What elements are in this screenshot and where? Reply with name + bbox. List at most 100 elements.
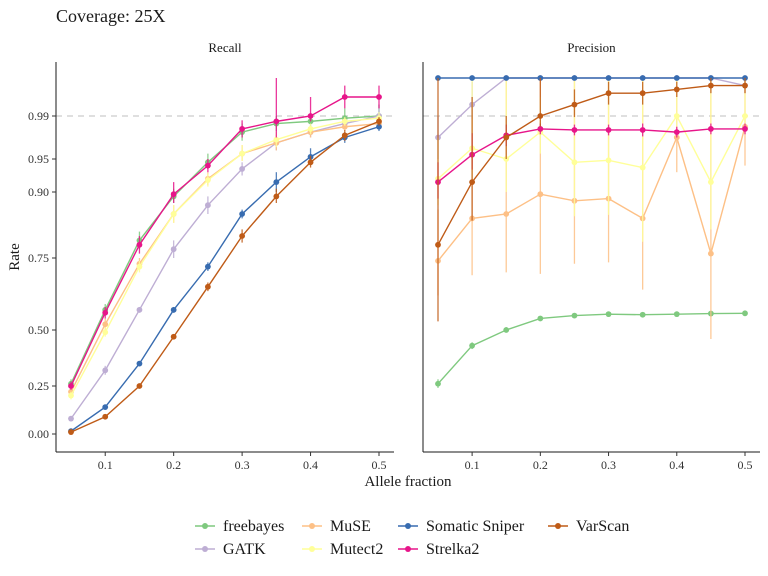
- data-point-strelka2: [376, 94, 382, 100]
- data-point-freebayes: [435, 380, 441, 387]
- data-point-somatic-sniper: [469, 75, 476, 81]
- data-point-varscan: [376, 118, 382, 125]
- legend-key-point-gatk: [202, 546, 208, 552]
- x-tick-label: 0.5: [738, 458, 753, 472]
- data-point-freebayes: [673, 311, 680, 318]
- facet-label-recall: Recall: [208, 40, 242, 55]
- series-line-somatic-sniper: [70, 126, 380, 432]
- data-point-gatk: [68, 415, 74, 422]
- data-point-varscan: [273, 193, 280, 200]
- data-point-freebayes: [503, 327, 510, 333]
- data-point-somatic-sniper: [673, 75, 680, 81]
- y-tick-label: 0.00: [28, 427, 49, 441]
- data-point-somatic-sniper: [273, 179, 280, 186]
- series-line-muse: [437, 126, 746, 262]
- x-axis-title: Allele fraction: [364, 474, 452, 490]
- x-tick-label: 0.2: [533, 458, 548, 472]
- data-point-strelka2: [170, 191, 177, 198]
- x-tick-label: 0.3: [235, 458, 250, 472]
- x-tick-label: 0.4: [669, 458, 684, 472]
- data-point-mutect2: [68, 392, 74, 399]
- data-point-strelka2: [673, 129, 680, 136]
- data-point-mutect2: [204, 177, 211, 184]
- data-point-strelka2: [136, 241, 143, 248]
- data-point-mutect2: [307, 125, 314, 132]
- data-point-mutect2: [341, 118, 348, 125]
- data-point-varscan: [136, 383, 143, 389]
- data-point-mutect2: [102, 329, 109, 336]
- chart-legend: freebayes GATK MuSE Mutect2 Somatic Sniper St…: [195, 518, 629, 558]
- data-point-varscan: [102, 413, 109, 420]
- series-line-varscan: [437, 84, 745, 246]
- x-tick-label: 0.1: [465, 458, 480, 472]
- data-point-gatk: [136, 306, 143, 313]
- facet-label-precision: Precision: [567, 40, 616, 55]
- y-tick-label: 0.25: [28, 379, 49, 393]
- data-point-mutect2: [239, 150, 246, 157]
- y-tick-label: 0.95: [28, 152, 49, 166]
- data-point-muse: [503, 211, 510, 217]
- x-tick-label: 0.5: [372, 458, 387, 472]
- data-point-freebayes: [469, 342, 476, 349]
- series-line-gatk: [70, 115, 380, 420]
- data-point-strelka2: [239, 125, 246, 132]
- data-point-varscan: [537, 113, 544, 119]
- data-point-freebayes: [571, 312, 578, 319]
- y-tick-label: 0.99: [28, 109, 49, 123]
- series-line-strelka2: [70, 96, 379, 387]
- legend-label-varscan: VarScan: [576, 518, 629, 535]
- data-point-strelka2: [102, 309, 109, 316]
- y-tick-label: 0.50: [28, 323, 49, 337]
- data-point-strelka2: [68, 383, 74, 389]
- data-point-freebayes: [742, 310, 748, 317]
- legend-key-point-mutect2: [309, 546, 315, 552]
- legend-label-mutect2: Mutect2: [330, 541, 383, 558]
- data-point-mutect2: [571, 159, 578, 166]
- legend-key-point-muse: [309, 523, 315, 529]
- data-point-varscan: [239, 233, 246, 239]
- data-point-varscan: [435, 241, 441, 248]
- data-point-varscan: [742, 82, 748, 89]
- data-point-strelka2: [204, 162, 211, 169]
- data-point-varscan: [673, 86, 680, 93]
- legend-label-muse: MuSE: [330, 518, 371, 535]
- data-point-muse: [707, 250, 714, 257]
- series-line-mutect2: [70, 117, 380, 396]
- data-point-strelka2: [273, 118, 280, 125]
- legend-key-point-strelka2: [405, 546, 411, 552]
- series-line-freebayes: [70, 115, 380, 385]
- chart-title: Coverage: 25X: [56, 6, 165, 26]
- data-point-gatk: [204, 202, 211, 209]
- y-tick-label: 0.90: [28, 185, 49, 199]
- data-point-varscan: [639, 90, 646, 97]
- data-point-strelka2: [742, 125, 748, 132]
- data-point-somatic-sniper: [204, 263, 211, 270]
- legend-key-point-varscan: [555, 523, 561, 529]
- data-point-strelka2: [341, 94, 348, 100]
- data-point-freebayes: [605, 311, 612, 318]
- data-point-mutect2: [707, 179, 714, 186]
- data-point-gatk: [170, 246, 177, 253]
- legend-label-strelka2: Strelka2: [426, 541, 479, 558]
- series-line-freebayes: [437, 312, 746, 385]
- legend-label-freebayes: freebayes: [223, 518, 284, 535]
- series-line-mutect2: [437, 114, 746, 184]
- x-tick-label: 0.4: [303, 458, 318, 472]
- data-point-mutect2: [673, 113, 680, 119]
- data-point-freebayes: [537, 315, 544, 322]
- data-point-strelka2: [307, 113, 314, 119]
- data-point-strelka2: [639, 127, 646, 133]
- data-point-varscan: [204, 283, 211, 290]
- data-point-somatic-sniper: [239, 211, 246, 217]
- data-point-varscan: [605, 90, 612, 97]
- data-point-freebayes: [639, 311, 646, 318]
- data-point-mutect2: [742, 113, 748, 119]
- series-line-strelka2: [437, 128, 745, 183]
- data-point-somatic-sniper: [605, 75, 612, 81]
- data-point-varscan: [341, 132, 348, 139]
- data-point-strelka2: [537, 125, 544, 132]
- data-point-varscan: [503, 134, 510, 141]
- data-point-varscan: [170, 333, 177, 340]
- data-point-gatk: [239, 166, 246, 172]
- series-line-muse: [70, 122, 380, 393]
